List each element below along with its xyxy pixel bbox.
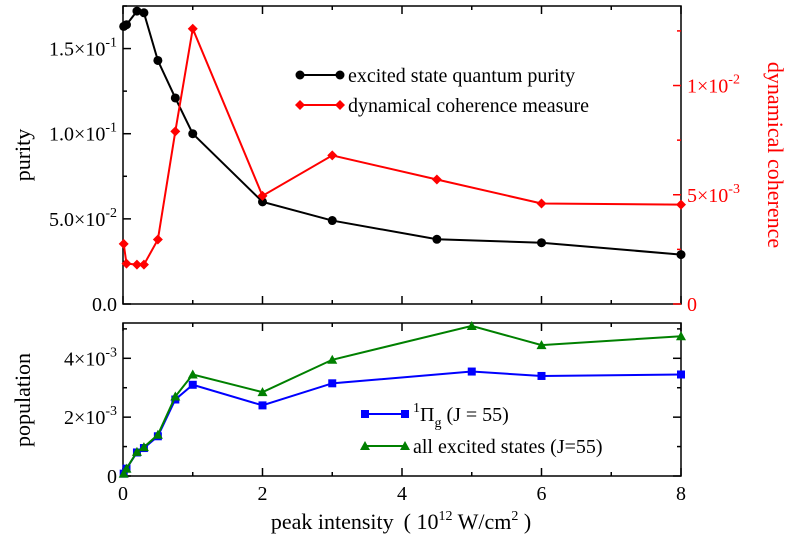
x-tick-label: 4 — [397, 483, 407, 505]
purity-point — [258, 197, 267, 207]
purity-point — [188, 129, 198, 139]
all-excited-point — [121, 463, 132, 473]
pi-g-point — [188, 380, 197, 389]
coherence-point — [676, 199, 686, 210]
top-y-axis-label: purity — [10, 129, 35, 182]
legend-marker-purity — [295, 70, 305, 80]
pi-g-point — [467, 367, 476, 376]
legend-marker-coherence — [295, 100, 305, 110]
top-y2-axis-label: dynamical coherence — [763, 62, 788, 248]
top-y-tick-label: 0.0 — [92, 294, 117, 316]
top-tick-layer: 0.0 5.0×10-2 1.0×10-1 1.5×10-1 0 5×10-3 1×10-2 — [49, 5, 740, 316]
all-excited-point — [118, 468, 129, 478]
coherence-point — [187, 23, 198, 34]
purity-point — [170, 93, 180, 103]
purity-point — [537, 238, 546, 248]
bottom-y-tick-label: 2×10-3 — [64, 404, 117, 429]
pi-g-point — [677, 370, 685, 379]
coherence-point — [152, 234, 163, 245]
x-axis-label-main: peak intensity — [271, 509, 394, 534]
all-excited-point — [138, 442, 149, 452]
all-excited-point — [536, 340, 547, 350]
purity-point — [121, 20, 131, 30]
top-y2-tick-label: 1×10-2 — [687, 73, 740, 98]
all-excited-point — [131, 446, 142, 456]
top-legend: excited state quantum purity dynamical c… — [295, 65, 589, 117]
series-line-pi-g — [122, 370, 682, 475]
coherence-point — [536, 198, 547, 209]
legend-label-all-excited: all excited states (J=55) — [413, 436, 603, 458]
x-axis-label: peak intensity( 1012 W/cm2 ) — [271, 509, 531, 534]
legend-marker-pi-g — [361, 410, 369, 418]
top-y2-tick-label: 0 — [687, 294, 697, 316]
legend-marker-all-excited — [400, 441, 410, 450]
bottom-tick-layer: 0 2 4 6 8 0 2×10-3 4×10-3 — [64, 323, 686, 505]
pi-g-point — [537, 371, 546, 380]
pi-g-point — [258, 401, 267, 410]
all-excited-point — [170, 391, 181, 401]
bottom-y-tick-label: 4×10-3 — [64, 345, 117, 370]
all-excited-point — [466, 320, 477, 330]
legend-marker-pi-g — [401, 410, 409, 418]
all-excited-point — [327, 354, 338, 364]
purity-point — [139, 8, 149, 18]
legend-marker-coherence — [335, 100, 345, 110]
legend-label-pi-g: 1Πg (J = 55) — [413, 401, 509, 431]
coherence-point — [138, 259, 149, 270]
bottom-legend: 1Πg (J = 55) all excited states (J=55) — [360, 401, 603, 458]
top-y2-tick-label: 5×10-3 — [687, 182, 740, 207]
coherence-point — [118, 238, 129, 249]
purity-point — [327, 216, 337, 226]
all-excited-point — [187, 369, 198, 379]
bottom-y-axis-label: population — [10, 353, 35, 447]
coherence-point — [257, 190, 268, 201]
all-excited-point — [152, 429, 163, 439]
top-y-tick-label: 1.0×10-1 — [49, 121, 117, 146]
bottom-y-tick-label: 0 — [107, 466, 117, 488]
purity-point — [132, 6, 142, 16]
coherence-point — [131, 259, 142, 270]
legend-label-coherence: dynamical coherence measure — [348, 95, 589, 117]
legend-marker-all-excited — [360, 441, 370, 450]
coherence-point — [170, 126, 181, 137]
top-series-layer — [118, 6, 686, 270]
x-tick-label: 8 — [676, 483, 686, 505]
purity-point — [432, 234, 442, 244]
top-y-tick-label: 1.5×10-1 — [49, 36, 117, 61]
bottom-series-layer — [118, 320, 686, 478]
legend-marker-purity — [335, 70, 345, 80]
x-tick-label: 2 — [258, 483, 268, 505]
purity-point — [153, 55, 163, 65]
pi-g-point — [328, 379, 337, 388]
top-plot-frame — [122, 5, 682, 305]
all-excited-point — [257, 387, 268, 397]
x-tick-label: 6 — [537, 483, 547, 505]
top-y-tick-label: 5.0×10-2 — [49, 206, 117, 231]
coherence-point — [121, 258, 132, 269]
series-line-purity — [123, 9, 682, 256]
coherence-point — [431, 174, 442, 185]
legend-label-purity: excited state quantum purity — [348, 65, 575, 87]
all-excited-point — [676, 331, 686, 341]
x-tick-label: 0 — [118, 483, 128, 505]
purity-point — [676, 250, 686, 260]
coherence-point — [327, 150, 338, 161]
